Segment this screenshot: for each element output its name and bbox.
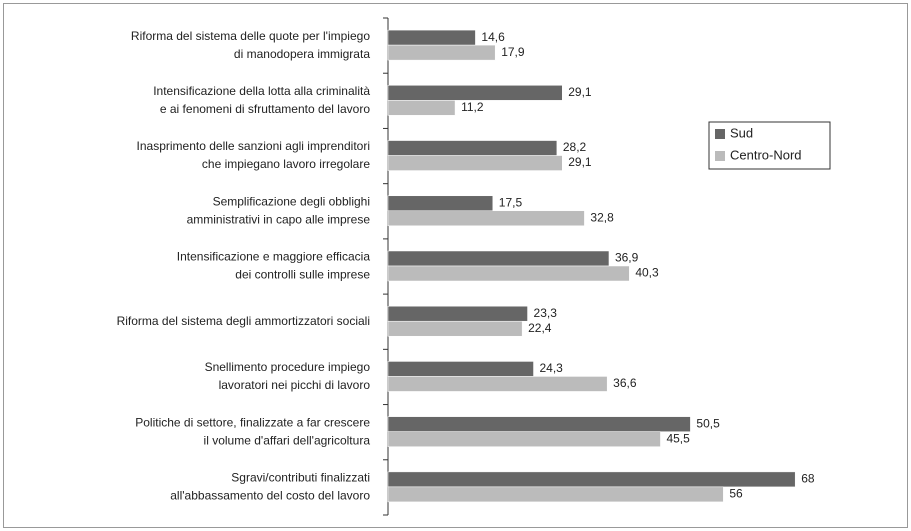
category-label: Sgravi/contributi finalizzati — [231, 471, 370, 485]
legend-swatch — [715, 151, 725, 161]
category-label: all'abbassamento del costo del lavoro — [170, 489, 370, 503]
bar — [387, 431, 661, 447]
bar — [387, 471, 796, 488]
category-label: Riforma del sistema delle quote per l'im… — [131, 29, 370, 43]
category-label: Intensificazione della lotta alla crimin… — [153, 84, 370, 98]
category-label: Politiche di settore, finalizzate a far … — [135, 415, 370, 429]
category-label: di manodopera immigrata — [234, 47, 370, 61]
category-label: Inasprimento delle sanzioni agli imprend… — [137, 139, 370, 153]
bar — [387, 100, 456, 116]
value-label: 36,6 — [613, 376, 637, 390]
bar — [387, 85, 563, 101]
legend-box — [708, 121, 831, 170]
category-label: dei controlli sulle imprese — [235, 268, 370, 282]
value-label: 17,5 — [499, 195, 523, 209]
bar — [387, 195, 494, 212]
value-label: 36,9 — [615, 251, 639, 265]
value-label: 32,8 — [590, 210, 614, 224]
value-label: 68 — [801, 472, 815, 486]
value-label: 17,9 — [501, 45, 525, 59]
value-label: 22,4 — [528, 321, 552, 335]
value-label: 28,2 — [563, 140, 587, 154]
bar — [387, 486, 724, 503]
value-label: 29,1 — [568, 85, 592, 99]
category-label: lavoratori nei picchi di lavoro — [219, 378, 371, 392]
bar — [387, 361, 534, 377]
bar — [387, 416, 691, 432]
bar — [387, 44, 496, 61]
category-label: Intensificazione e maggiore efficacia — [177, 250, 371, 264]
bar — [387, 210, 585, 227]
bar — [387, 376, 608, 392]
legend-label: Sud — [730, 125, 753, 140]
value-label: 24,3 — [540, 361, 564, 375]
value-label: 40,3 — [635, 266, 659, 280]
bar — [387, 265, 630, 282]
category-label: Riforma del sistema degli ammortizzatori… — [117, 314, 370, 328]
value-label: 50,5 — [696, 416, 720, 430]
bar — [387, 305, 528, 322]
value-label: 11,2 — [461, 100, 484, 114]
value-label: 29,1 — [568, 155, 592, 169]
frame — [3, 3, 908, 528]
value-label: 45,5 — [666, 431, 690, 445]
category-label: Snellimento procedure impiego — [205, 360, 371, 374]
legend-swatch — [715, 129, 725, 139]
bar — [387, 29, 476, 46]
value-label: 56 — [729, 487, 743, 501]
bar — [387, 250, 610, 267]
bar — [387, 140, 558, 156]
category-label: e ai fenomeni di sfruttamento del lavoro — [160, 102, 370, 116]
category-label: amministrativi in capo alle imprese — [187, 212, 371, 226]
legend-label: Centro-Nord — [730, 147, 802, 162]
category-label: Semplificazione degli obblighi — [213, 194, 370, 208]
bar — [387, 155, 563, 171]
category-label: che impiegano lavoro irregolare — [202, 157, 370, 171]
value-label: 14,6 — [481, 30, 505, 44]
bar — [387, 320, 523, 337]
value-label: 23,3 — [534, 306, 558, 320]
category-label: il volume d'affari dell'agricoltura — [204, 433, 371, 447]
